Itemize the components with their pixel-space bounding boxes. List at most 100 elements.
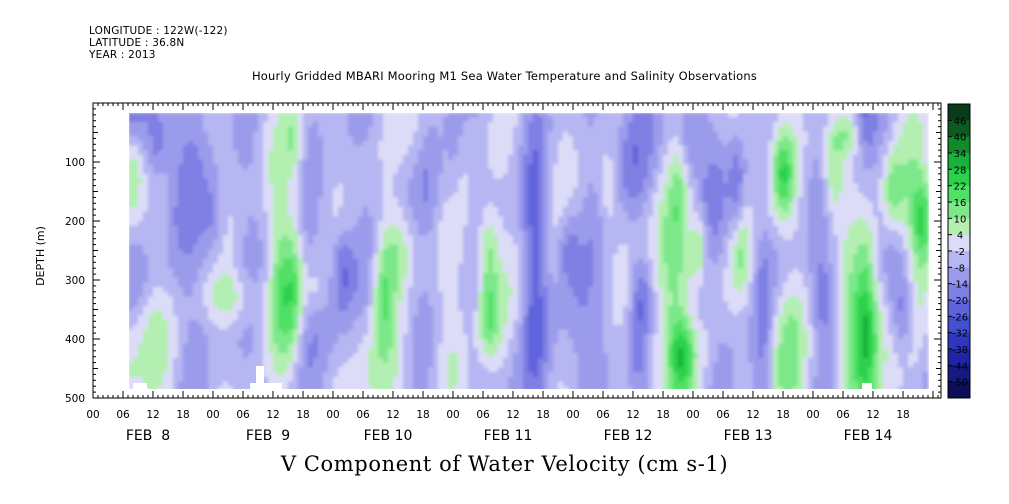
- heat-cell: [368, 301, 374, 307]
- heat-cell: [473, 287, 479, 293]
- heat-cell: [223, 305, 229, 312]
- heat-cell: [458, 320, 464, 326]
- heat-cell: [178, 282, 184, 288]
- heat-cell: [278, 301, 284, 307]
- heat-cell: [248, 296, 254, 302]
- heat-cell: [213, 301, 219, 307]
- heat-cell: [143, 287, 149, 293]
- heat-cell: [363, 372, 369, 378]
- heat-cell: [538, 202, 544, 208]
- heat-cell: [238, 113, 244, 118]
- heat-cell: [263, 169, 269, 175]
- heat-cell: [508, 324, 514, 331]
- heat-cell: [353, 249, 359, 255]
- heat-cell: [278, 258, 284, 265]
- heat-cell: [388, 249, 394, 255]
- heat-cell: [138, 296, 144, 302]
- heat-cell: [468, 117, 474, 123]
- heat-cell: [523, 296, 529, 302]
- heat-cell: [153, 126, 159, 132]
- heat-cell: [423, 136, 429, 142]
- heat-cell: [248, 324, 254, 331]
- heat-cell: [543, 187, 549, 194]
- heat-cell: [398, 136, 404, 142]
- heat-cell: [428, 145, 434, 151]
- heat-cell: [163, 113, 169, 118]
- heat-cell: [523, 353, 529, 359]
- heat-cell: [368, 187, 374, 194]
- heat-cell: [203, 117, 209, 123]
- heat-cell: [438, 136, 444, 142]
- heat-cell: [313, 225, 319, 232]
- heat-cell: [308, 244, 314, 250]
- heat-cell: [518, 197, 524, 203]
- heat-cell: [383, 202, 389, 208]
- heat-cell: [538, 131, 544, 137]
- heat-cell: [398, 282, 404, 288]
- heat-cell: [453, 334, 459, 340]
- heat-cell: [283, 202, 289, 208]
- heat-cell: [418, 254, 424, 260]
- heat-cell: [358, 230, 364, 236]
- heat-cell: [428, 277, 434, 283]
- heat-cell: [258, 164, 264, 170]
- heat-cell: [238, 353, 244, 359]
- heat-cell: [283, 164, 289, 170]
- heat-cell: [129, 268, 134, 274]
- heat-cell: [298, 239, 304, 246]
- heat-cell: [473, 339, 479, 345]
- heat-cell: [129, 362, 134, 368]
- heat-cell: [168, 159, 174, 165]
- heat-cell: [538, 376, 544, 383]
- heat-cell: [413, 258, 419, 265]
- heat-cell: [163, 339, 169, 345]
- heat-cell: [188, 164, 194, 170]
- heat-cell: [383, 117, 389, 123]
- heat-cell: [253, 254, 259, 260]
- heat-cell: [303, 249, 309, 255]
- heat-cell: [193, 291, 199, 298]
- heat-cell: [308, 324, 314, 331]
- heat-cell: [403, 343, 409, 350]
- heat-cell: [129, 324, 134, 331]
- heat-cell: [129, 249, 134, 255]
- heat-cell: [178, 254, 184, 260]
- heat-cell: [318, 173, 324, 180]
- heat-cell: [443, 372, 449, 378]
- heat-cell: [388, 315, 394, 321]
- heat-cell: [538, 159, 544, 165]
- heat-cell: [278, 339, 284, 345]
- heat-cell: [313, 131, 319, 137]
- heat-cell: [388, 343, 394, 350]
- heat-cell: [453, 221, 459, 227]
- heat-cell: [528, 131, 534, 137]
- heat-cell: [298, 230, 304, 236]
- heat-cell: [523, 187, 529, 194]
- heat-cell: [198, 301, 204, 307]
- heat-cell: [318, 320, 324, 326]
- heat-cell: [458, 154, 464, 161]
- heat-cell: [448, 315, 454, 321]
- heat-cell: [208, 216, 214, 222]
- heat-cell: [223, 258, 229, 265]
- heat-cell: [273, 230, 279, 236]
- heat-cell: [423, 216, 429, 222]
- heat-cell: [478, 367, 484, 373]
- heat-cell: [268, 187, 274, 194]
- heat-cell: [348, 187, 354, 194]
- heat-cell: [473, 169, 479, 175]
- heat-cell: [333, 376, 339, 383]
- heat-cell: [218, 126, 224, 132]
- heat-cell: [203, 329, 209, 335]
- heat-cell: [273, 268, 279, 274]
- heat-cell: [363, 206, 369, 213]
- heat-cell: [388, 287, 394, 293]
- heat-cell: [338, 372, 344, 378]
- heat-cell: [288, 353, 294, 359]
- heat-cell: [458, 145, 464, 151]
- heat-cell: [178, 320, 184, 326]
- heat-cell: [133, 197, 139, 203]
- heat-cell: [188, 386, 194, 389]
- heat-cell: [283, 258, 289, 265]
- heat-cell: [243, 334, 249, 340]
